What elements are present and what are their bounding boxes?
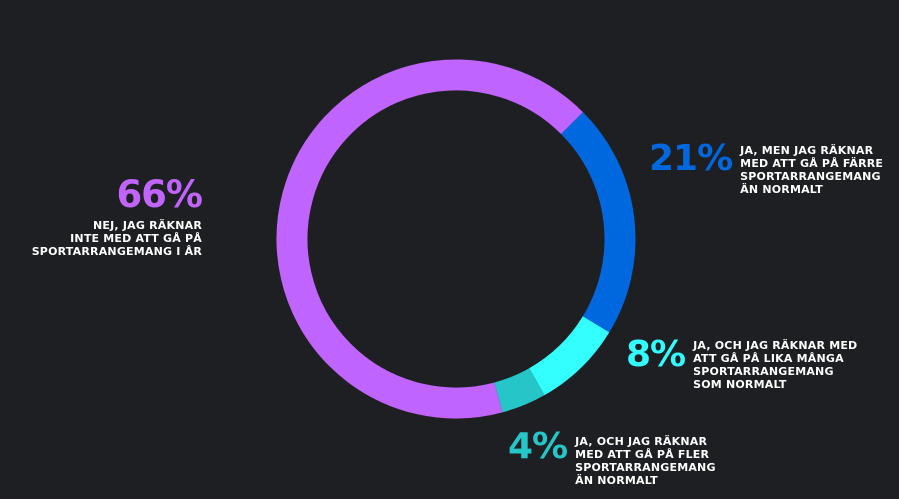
category-label-line: SPORTARRANGEMANG bbox=[575, 461, 716, 474]
donut-slice-more bbox=[493, 367, 545, 413]
callout-no: 66% NEJ, JAG RÄKNAR INTE MED ATT GÅ PÅ S… bbox=[12, 173, 203, 258]
donut-slice-fewer bbox=[560, 112, 636, 333]
pct-label-fewer: 21% bbox=[649, 138, 733, 179]
category-label-line: ÄN NORMALT bbox=[740, 183, 823, 196]
category-label-fewer: JA, MEN JAG RÄKNAR MED ATT GÅ PÅ FÄRRE S… bbox=[740, 144, 899, 196]
donut-slice-no bbox=[276, 59, 583, 419]
category-label-line: NEJ, JAG RÄKNAR bbox=[93, 219, 202, 232]
category-label-line: SOM NORMALT bbox=[693, 378, 787, 391]
pct-label-more: 4% bbox=[508, 426, 568, 467]
category-label-line: MED ATT GÅ PÅ FÄRRE bbox=[740, 157, 884, 170]
category-label-line: SPORTARRANGEMANG bbox=[740, 170, 881, 183]
category-label-no: NEJ, JAG RÄKNAR INTE MED ATT GÅ PÅ SPORT… bbox=[12, 219, 202, 258]
pct-label-no: 66% bbox=[116, 173, 203, 216]
category-label-line: ATT GÅ PÅ LIKA MÅNGA bbox=[693, 352, 844, 365]
callout-same: 8% JA, OCH JAG RÄKNAR MED ATT GÅ PÅ LIKA… bbox=[626, 334, 889, 392]
category-label-same: JA, OCH JAG RÄKNAR MED ATT GÅ PÅ LIKA MÅ… bbox=[693, 339, 889, 391]
category-label-line: JA, MEN JAG RÄKNAR bbox=[740, 144, 874, 157]
category-label-line: INTE MED ATT GÅ PÅ bbox=[70, 232, 202, 245]
callout-more: 4% JA, OCH JAG RÄKNAR MED ATT GÅ PÅ FLER… bbox=[508, 426, 755, 488]
category-label-line: MED ATT GÅ PÅ FLER bbox=[575, 448, 710, 461]
donut-slice-same bbox=[528, 315, 610, 396]
category-label-line: ÄN NORMALT bbox=[575, 474, 658, 487]
category-label-line: SPORTARRANGEMANG bbox=[693, 365, 834, 378]
pct-label-same: 8% bbox=[626, 334, 686, 375]
category-label-line: SPORTARRANGEMANG I ÅR bbox=[31, 245, 202, 258]
category-label-line: JA, OCH JAG RÄKNAR bbox=[575, 435, 708, 448]
category-label-more: JA, OCH JAG RÄKNAR MED ATT GÅ PÅ FLER SP… bbox=[575, 435, 755, 487]
callout-fewer: 21% JA, MEN JAG RÄKNAR MED ATT GÅ PÅ FÄR… bbox=[649, 138, 899, 197]
category-label-line: JA, OCH JAG RÄKNAR MED bbox=[693, 339, 858, 352]
